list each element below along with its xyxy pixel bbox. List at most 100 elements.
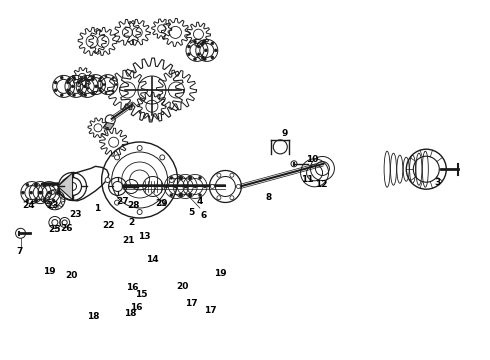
Text: 6: 6 bbox=[200, 211, 206, 220]
Circle shape bbox=[93, 75, 95, 77]
Circle shape bbox=[84, 94, 87, 97]
Circle shape bbox=[91, 92, 95, 95]
Text: 28: 28 bbox=[127, 201, 140, 210]
Circle shape bbox=[230, 196, 234, 200]
Text: 19: 19 bbox=[214, 269, 227, 278]
Text: 16: 16 bbox=[130, 303, 143, 312]
Circle shape bbox=[34, 199, 37, 202]
Circle shape bbox=[77, 81, 81, 84]
Circle shape bbox=[54, 89, 57, 92]
Circle shape bbox=[26, 183, 29, 186]
Circle shape bbox=[201, 42, 204, 45]
Circle shape bbox=[180, 194, 183, 197]
Circle shape bbox=[198, 194, 201, 197]
Circle shape bbox=[73, 94, 75, 97]
Circle shape bbox=[26, 199, 29, 202]
Circle shape bbox=[203, 58, 206, 61]
Circle shape bbox=[52, 183, 55, 186]
Circle shape bbox=[189, 194, 192, 197]
Circle shape bbox=[71, 85, 74, 88]
Circle shape bbox=[73, 76, 75, 79]
Text: 8: 8 bbox=[266, 193, 271, 202]
Text: 13: 13 bbox=[138, 233, 151, 242]
Circle shape bbox=[105, 92, 107, 94]
Circle shape bbox=[35, 199, 38, 202]
Circle shape bbox=[211, 42, 214, 45]
Circle shape bbox=[60, 76, 63, 79]
Circle shape bbox=[203, 185, 207, 188]
Circle shape bbox=[115, 84, 118, 86]
Text: 29: 29 bbox=[155, 199, 168, 208]
Circle shape bbox=[87, 80, 89, 82]
Circle shape bbox=[43, 183, 46, 186]
Circle shape bbox=[169, 177, 174, 183]
Circle shape bbox=[210, 184, 215, 189]
Circle shape bbox=[194, 58, 196, 61]
Circle shape bbox=[48, 191, 50, 194]
Text: 1: 1 bbox=[94, 204, 100, 213]
Text: 9: 9 bbox=[281, 129, 288, 138]
Circle shape bbox=[187, 53, 191, 56]
Circle shape bbox=[34, 183, 37, 186]
Text: 27: 27 bbox=[116, 197, 129, 206]
Circle shape bbox=[52, 199, 55, 202]
Circle shape bbox=[187, 45, 191, 48]
Circle shape bbox=[211, 56, 214, 59]
Circle shape bbox=[99, 90, 102, 93]
Text: 10: 10 bbox=[306, 155, 319, 163]
Text: 4: 4 bbox=[196, 197, 203, 206]
Text: 7: 7 bbox=[16, 247, 23, 256]
Text: 20: 20 bbox=[65, 271, 77, 280]
Circle shape bbox=[105, 177, 110, 183]
Circle shape bbox=[99, 80, 101, 82]
Text: 17: 17 bbox=[185, 299, 197, 307]
Polygon shape bbox=[58, 173, 73, 200]
Circle shape bbox=[189, 194, 192, 197]
Text: 19: 19 bbox=[43, 267, 55, 276]
Circle shape bbox=[201, 56, 204, 59]
Circle shape bbox=[198, 176, 201, 179]
Circle shape bbox=[115, 155, 120, 160]
Circle shape bbox=[35, 183, 38, 186]
Circle shape bbox=[22, 191, 24, 194]
Text: 15: 15 bbox=[135, 290, 147, 299]
Circle shape bbox=[80, 78, 83, 81]
Circle shape bbox=[68, 78, 71, 81]
Text: 5: 5 bbox=[188, 208, 194, 217]
Polygon shape bbox=[103, 122, 114, 130]
Circle shape bbox=[197, 45, 200, 48]
Circle shape bbox=[170, 194, 173, 197]
Circle shape bbox=[137, 210, 142, 215]
Circle shape bbox=[194, 40, 196, 43]
Circle shape bbox=[95, 85, 98, 88]
Circle shape bbox=[60, 94, 63, 97]
Circle shape bbox=[43, 183, 46, 186]
Circle shape bbox=[214, 49, 217, 52]
Circle shape bbox=[54, 81, 57, 84]
Circle shape bbox=[91, 78, 95, 81]
Circle shape bbox=[180, 176, 183, 179]
Circle shape bbox=[230, 173, 234, 177]
Text: 18: 18 bbox=[87, 311, 99, 320]
Circle shape bbox=[217, 196, 221, 200]
Circle shape bbox=[173, 185, 177, 188]
Text: 16: 16 bbox=[126, 284, 139, 292]
Text: 23: 23 bbox=[47, 201, 59, 210]
Circle shape bbox=[68, 92, 71, 95]
Circle shape bbox=[103, 84, 105, 86]
Text: 22: 22 bbox=[102, 220, 115, 230]
Circle shape bbox=[99, 77, 102, 79]
Circle shape bbox=[194, 185, 197, 188]
Text: 2: 2 bbox=[128, 218, 134, 227]
Circle shape bbox=[30, 191, 33, 194]
Circle shape bbox=[189, 176, 192, 179]
Text: 18: 18 bbox=[123, 310, 136, 319]
Circle shape bbox=[77, 89, 81, 92]
Text: 14: 14 bbox=[146, 255, 158, 264]
Circle shape bbox=[39, 191, 42, 194]
Circle shape bbox=[185, 185, 188, 188]
Circle shape bbox=[170, 176, 173, 179]
Circle shape bbox=[105, 75, 107, 77]
Circle shape bbox=[66, 89, 70, 92]
Text: 21: 21 bbox=[122, 236, 135, 245]
